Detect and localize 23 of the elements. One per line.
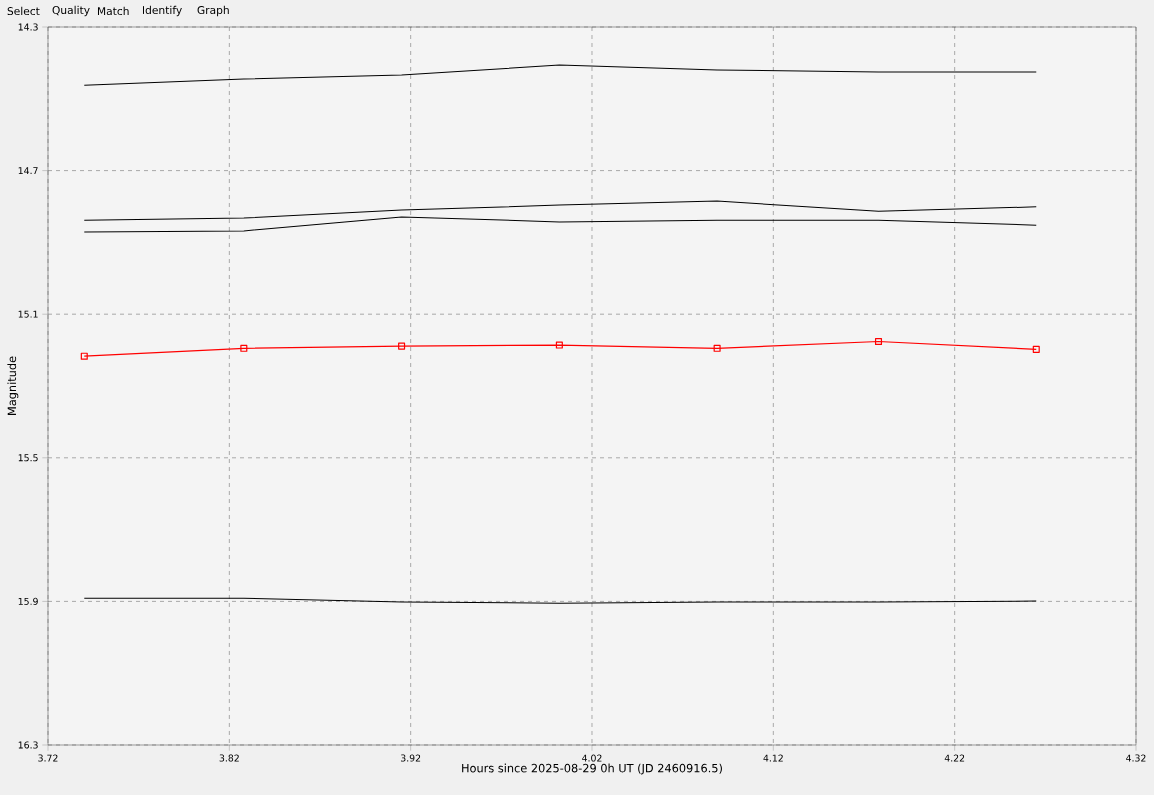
text: Identify xyxy=(142,5,182,17)
line-series xyxy=(83,216,1037,233)
line-series xyxy=(83,200,1037,221)
x-axis-title: Hours since 2025-08-29 0h UT (JD 2460916.5) xyxy=(462,763,722,775)
y-axis-title: Magnitude xyxy=(7,356,19,415)
x-tick-label: 4.12 xyxy=(763,754,783,762)
y-tick-label: 15.5 xyxy=(18,454,38,462)
x-tick-label: 3.92 xyxy=(400,754,421,762)
x-tick-label: 3.82 xyxy=(219,754,239,762)
x-tick-label: 3.72 xyxy=(38,754,58,762)
y-tick-label: 14.7 xyxy=(18,167,38,174)
x-tick-label: 4.02 xyxy=(582,754,602,762)
text: Match xyxy=(97,6,129,16)
x-tick-label: 4.22 xyxy=(944,754,965,762)
text: Graph xyxy=(197,5,229,17)
y-tick-label: 15.1 xyxy=(18,310,38,318)
text: Quality xyxy=(52,5,90,17)
x-tick-label: 4.32 xyxy=(1126,754,1146,762)
y-tick-label: 16.3 xyxy=(18,741,38,749)
text: Select xyxy=(7,6,40,16)
line-series xyxy=(83,64,1037,86)
y-tick-label: 14.3 xyxy=(18,23,38,31)
y-tick-label: 15.9 xyxy=(18,597,38,605)
